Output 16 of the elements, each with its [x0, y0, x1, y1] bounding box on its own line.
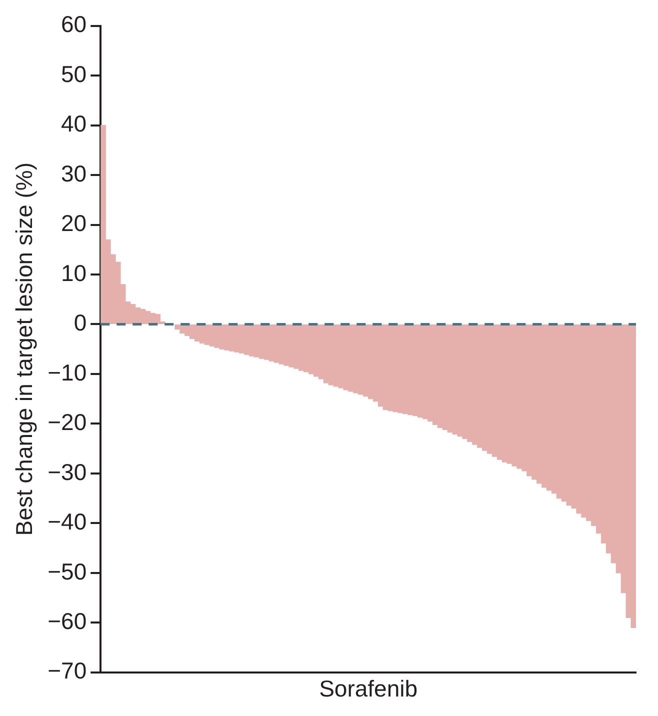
y-tick-label: 30 — [61, 160, 87, 186]
y-tick-label: −70 — [48, 658, 87, 684]
y-tick-label: −40 — [48, 508, 87, 535]
y-tick-label: 60 — [61, 11, 87, 38]
y-tick-label: −30 — [48, 458, 87, 485]
y-tick-label: 10 — [61, 260, 87, 286]
y-tick-label: 20 — [61, 210, 87, 236]
y-tick-label: −50 — [48, 558, 87, 584]
y-tick-label: 0 — [74, 310, 87, 336]
y-tick-label: 40 — [61, 110, 87, 137]
y-tick-label: −60 — [48, 608, 87, 634]
x-axis-title: Sorafenib — [319, 676, 418, 702]
y-tick-label: 50 — [61, 60, 87, 87]
y-axis-title: Best change in target lesion size (%) — [11, 162, 38, 536]
y-tick-label: −20 — [48, 409, 87, 436]
y-tick-label: −10 — [48, 359, 87, 386]
